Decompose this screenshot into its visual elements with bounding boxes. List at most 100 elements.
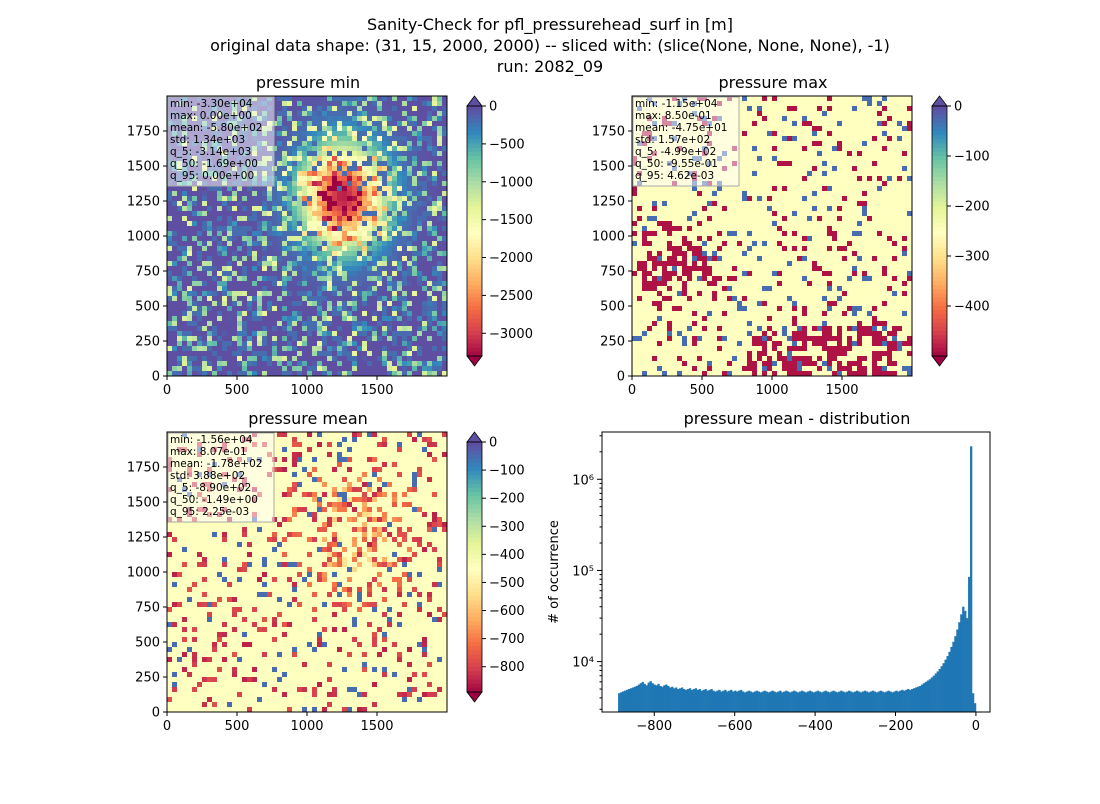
heatmap-cell (727, 231, 732, 236)
heatmap-cell (412, 166, 417, 171)
heatmap-cell (642, 276, 647, 281)
heatmap-cell (682, 326, 687, 331)
heatmap-cell (372, 251, 377, 256)
heatmap-cell (282, 196, 287, 201)
heatmap-cell (322, 271, 327, 276)
heatmap-cell (407, 356, 412, 361)
heatmap-cell (172, 246, 177, 251)
heatmap-cell (732, 331, 737, 336)
heatmap-cell (682, 206, 687, 211)
heatmap-cell (437, 281, 442, 286)
heatmap-cell (247, 361, 252, 366)
heatmap-cell (422, 311, 427, 316)
heatmap-cell (642, 281, 647, 286)
heatmap-cell (782, 221, 787, 226)
y-tick-label: 750 (135, 265, 160, 280)
heatmap-cell (422, 216, 427, 221)
heatmap-cell (362, 281, 367, 286)
heatmap-cell (647, 251, 652, 256)
heatmap-cell (262, 321, 267, 326)
heatmap-cell (752, 301, 757, 306)
heatmap-cell (772, 226, 777, 231)
heatmap-cell (632, 301, 637, 306)
heatmap-cell (742, 161, 747, 166)
heatmap-cell (177, 216, 182, 221)
heatmap-cell (647, 301, 652, 306)
heatmap-cell (757, 306, 762, 311)
heatmap-cell (752, 221, 757, 226)
heatmap-cell (712, 301, 717, 306)
heatmap-cell (417, 256, 422, 261)
heatmap-cell (687, 341, 692, 346)
heatmap-cell (207, 211, 212, 216)
heatmap-cell (367, 331, 372, 336)
heatmap-cell (202, 211, 207, 216)
heatmap-cell (397, 341, 402, 346)
heatmap-cell (217, 261, 222, 266)
heatmap-cell (752, 306, 757, 311)
heatmap-cell (757, 141, 762, 146)
heatmap-cell (747, 241, 752, 246)
heatmap-cell (417, 361, 422, 366)
heatmap-cell (382, 201, 387, 206)
heatmap-cell (197, 251, 202, 256)
heatmap-cell (677, 271, 682, 276)
heatmap-cell (347, 96, 352, 101)
heatmap-cell (377, 326, 382, 331)
heatmap-cell (307, 306, 312, 311)
heatmap-cell (762, 116, 767, 121)
heatmap-cell (377, 126, 382, 131)
heatmap-cell (182, 236, 187, 241)
heatmap-cell (702, 361, 707, 366)
heatmap-cell (402, 281, 407, 286)
heatmap-cell (412, 191, 417, 196)
heatmap-cell (677, 221, 682, 226)
heatmap-cell (702, 256, 707, 261)
heatmap-cell (277, 96, 282, 101)
heatmap-cell (387, 306, 392, 311)
heatmap-cell (287, 281, 292, 286)
heatmap-cell (352, 206, 357, 211)
heatmap-cell (347, 231, 352, 236)
heatmap-cell (282, 276, 287, 281)
heatmap-cell (307, 251, 312, 256)
heatmap-cell (777, 141, 782, 146)
heatmap-cell (727, 326, 732, 331)
heatmap-cell (722, 351, 727, 356)
heatmap-cell (202, 206, 207, 211)
colorbar-extend-max (467, 96, 482, 106)
heatmap-cell (422, 316, 427, 321)
heatmap-cell (347, 181, 352, 186)
heatmap-cell (367, 191, 372, 196)
heatmap-cell (327, 196, 332, 201)
heatmap-cell (317, 261, 322, 266)
heatmap-cell (672, 276, 677, 281)
heatmap-cell (177, 266, 182, 271)
heatmap-cell (302, 281, 307, 286)
heatmap-cell (752, 286, 757, 291)
heatmap-cell (727, 311, 732, 316)
heatmap-cell (772, 276, 777, 281)
heatmap-cell (767, 241, 772, 246)
heatmap-cell (412, 256, 417, 261)
heatmap-cell (197, 326, 202, 331)
heatmap-cell (212, 356, 217, 361)
heatmap-cell (657, 361, 662, 366)
heatmap-cell (357, 151, 362, 156)
heatmap-cell (712, 216, 717, 221)
heatmap-cell (422, 266, 427, 271)
heatmap-cell (422, 141, 427, 146)
heatmap-cell (357, 311, 362, 316)
heatmap-cell (312, 176, 317, 181)
heatmap-cell (672, 341, 677, 346)
heatmap-cell (757, 231, 762, 236)
heatmap-cell (687, 331, 692, 336)
heatmap-cell (292, 106, 297, 111)
heatmap-cell (222, 286, 227, 291)
heatmap-cell (307, 281, 312, 286)
heatmap-cell (727, 266, 732, 271)
heatmap-cell (652, 311, 657, 316)
heatmap-cell (437, 156, 442, 161)
heatmap-cell (687, 231, 692, 236)
heatmap-cell (687, 296, 692, 301)
